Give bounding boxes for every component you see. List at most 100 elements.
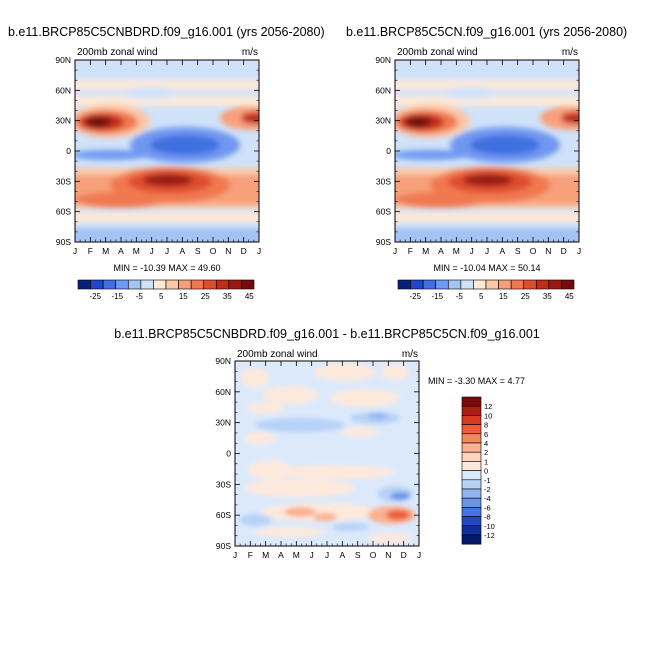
contour-region — [120, 87, 180, 99]
colorbar-label: 5 — [479, 292, 484, 301]
y-tick-label: 90S — [216, 541, 231, 551]
colorbar-box — [127, 279, 142, 290]
colorbar-box — [241, 279, 255, 290]
colorbar-box — [510, 279, 525, 290]
colorbar-box — [461, 479, 482, 490]
y-tick-label: 30N — [375, 116, 391, 126]
y-tick-label: 60N — [55, 85, 71, 95]
colorbar-box — [178, 279, 192, 290]
x-tick-label: N — [385, 550, 391, 560]
panel-c-contours — [239, 363, 416, 543]
contour-region — [143, 174, 193, 186]
panel-b-plot — [395, 60, 579, 242]
colorbar-box — [228, 279, 242, 290]
x-tick-label: N — [545, 246, 551, 256]
contour-region — [245, 479, 355, 497]
colorbar-box — [461, 433, 482, 444]
panel-c-title: b.e11.BRCP85C5CNBDRD.f09_g16.001 - b.e11… — [114, 327, 540, 341]
panel-c-stats: MIN = -3.30 MAX = 4.77 — [428, 376, 525, 386]
colorbar-label: 15 — [499, 292, 508, 301]
x-tick-label: A — [499, 246, 505, 256]
y-tick-label: 90N — [215, 356, 231, 366]
x-tick-label: N — [225, 246, 231, 256]
colorbar-label: -15 — [432, 292, 444, 301]
x-tick-label: O — [210, 246, 217, 256]
colorbar-box — [548, 279, 562, 290]
x-tick-label: M — [133, 246, 140, 256]
x-tick-label: M — [422, 246, 429, 256]
contour-region — [463, 174, 513, 186]
y-tick-label: 90N — [375, 55, 391, 65]
colorbar-label: 45 — [245, 292, 254, 301]
colorbar-label: 5 — [159, 292, 164, 301]
panel-a-plot — [75, 60, 259, 242]
panel-b-stats: MIN = -10.04 MAX = 50.14 — [433, 263, 540, 273]
x-tick-label: A — [339, 550, 345, 560]
contour-region — [313, 513, 337, 521]
colorbar-label: 25 — [521, 292, 530, 301]
contour-region — [381, 364, 409, 380]
x-tick-label: J — [233, 550, 237, 560]
x-tick-label: J — [417, 550, 421, 560]
colorbar-box — [461, 451, 482, 462]
colorbar-label: -6 — [484, 503, 491, 512]
colorbar-box — [461, 488, 482, 499]
x-tick-label: J — [73, 246, 77, 256]
colorbar-label: -8 — [484, 513, 491, 522]
y-tick-label: 90S — [56, 237, 71, 247]
colorbar-box — [485, 279, 499, 290]
panel-b-units-label: m/s — [562, 47, 578, 58]
contour-region — [85, 117, 111, 127]
y-tick-label: 90S — [376, 237, 391, 247]
colorbar-box — [461, 534, 482, 545]
y-tick-label: 60S — [216, 510, 231, 520]
y-tick-label: 0 — [66, 146, 71, 156]
contour-region — [255, 418, 345, 432]
colorbar-label: 15 — [179, 292, 188, 301]
contour-region — [262, 386, 318, 404]
colorbar-label: 25 — [201, 292, 210, 301]
x-tick-label: S — [195, 246, 201, 256]
colorbar-label: 35 — [223, 292, 232, 301]
colorbar-box — [473, 279, 487, 290]
colorbar-box — [165, 279, 179, 290]
y-tick-label: 30N — [55, 116, 71, 126]
x-tick-label: J — [393, 246, 397, 256]
colorbar-box — [115, 279, 129, 290]
contour-region — [75, 192, 165, 208]
panel-a-contours — [75, 80, 259, 242]
contour-region — [390, 492, 410, 500]
contour-region — [244, 432, 276, 444]
x-tick-label: M — [293, 550, 300, 560]
colorbar-label: 10 — [484, 411, 492, 420]
colorbar-box — [447, 279, 462, 290]
x-tick-label: S — [355, 550, 361, 560]
x-tick-label: F — [248, 550, 253, 560]
contour-region — [470, 135, 540, 155]
panel-b: b.e11.BRCP85C5CN.f09_g16.001 (yrs 2056-2… — [346, 25, 627, 301]
colorbar-box — [498, 279, 512, 290]
colorbar-label: -25 — [90, 292, 102, 301]
contour-region — [342, 427, 378, 437]
panel-a: b.e11.BRCP85C5CNBDRD.f09_g16.001 (yrs 20… — [8, 25, 325, 301]
x-tick-label: O — [530, 246, 537, 256]
contour-band — [395, 80, 579, 90]
contour-region — [275, 465, 395, 479]
contour-region — [260, 503, 380, 521]
colorbar-box — [461, 507, 482, 517]
panel-b-field-label: 200mb zonal wind — [397, 47, 478, 58]
x-tick-label: A — [118, 246, 124, 256]
panel-c-field-label: 200mb zonal wind — [237, 349, 318, 360]
contour-region — [241, 112, 259, 124]
contour-region — [440, 87, 500, 99]
contour-region — [284, 507, 316, 517]
panel-a-field-label: 200mb zonal wind — [77, 47, 158, 58]
panel-c-units-label: m/s — [402, 349, 418, 360]
colorbar-box — [140, 279, 154, 290]
x-tick-label: D — [561, 246, 567, 256]
colorbar-label: 4 — [484, 439, 488, 448]
panel-a-stats: MIN = -10.39 MAX = 49.60 — [113, 263, 220, 273]
